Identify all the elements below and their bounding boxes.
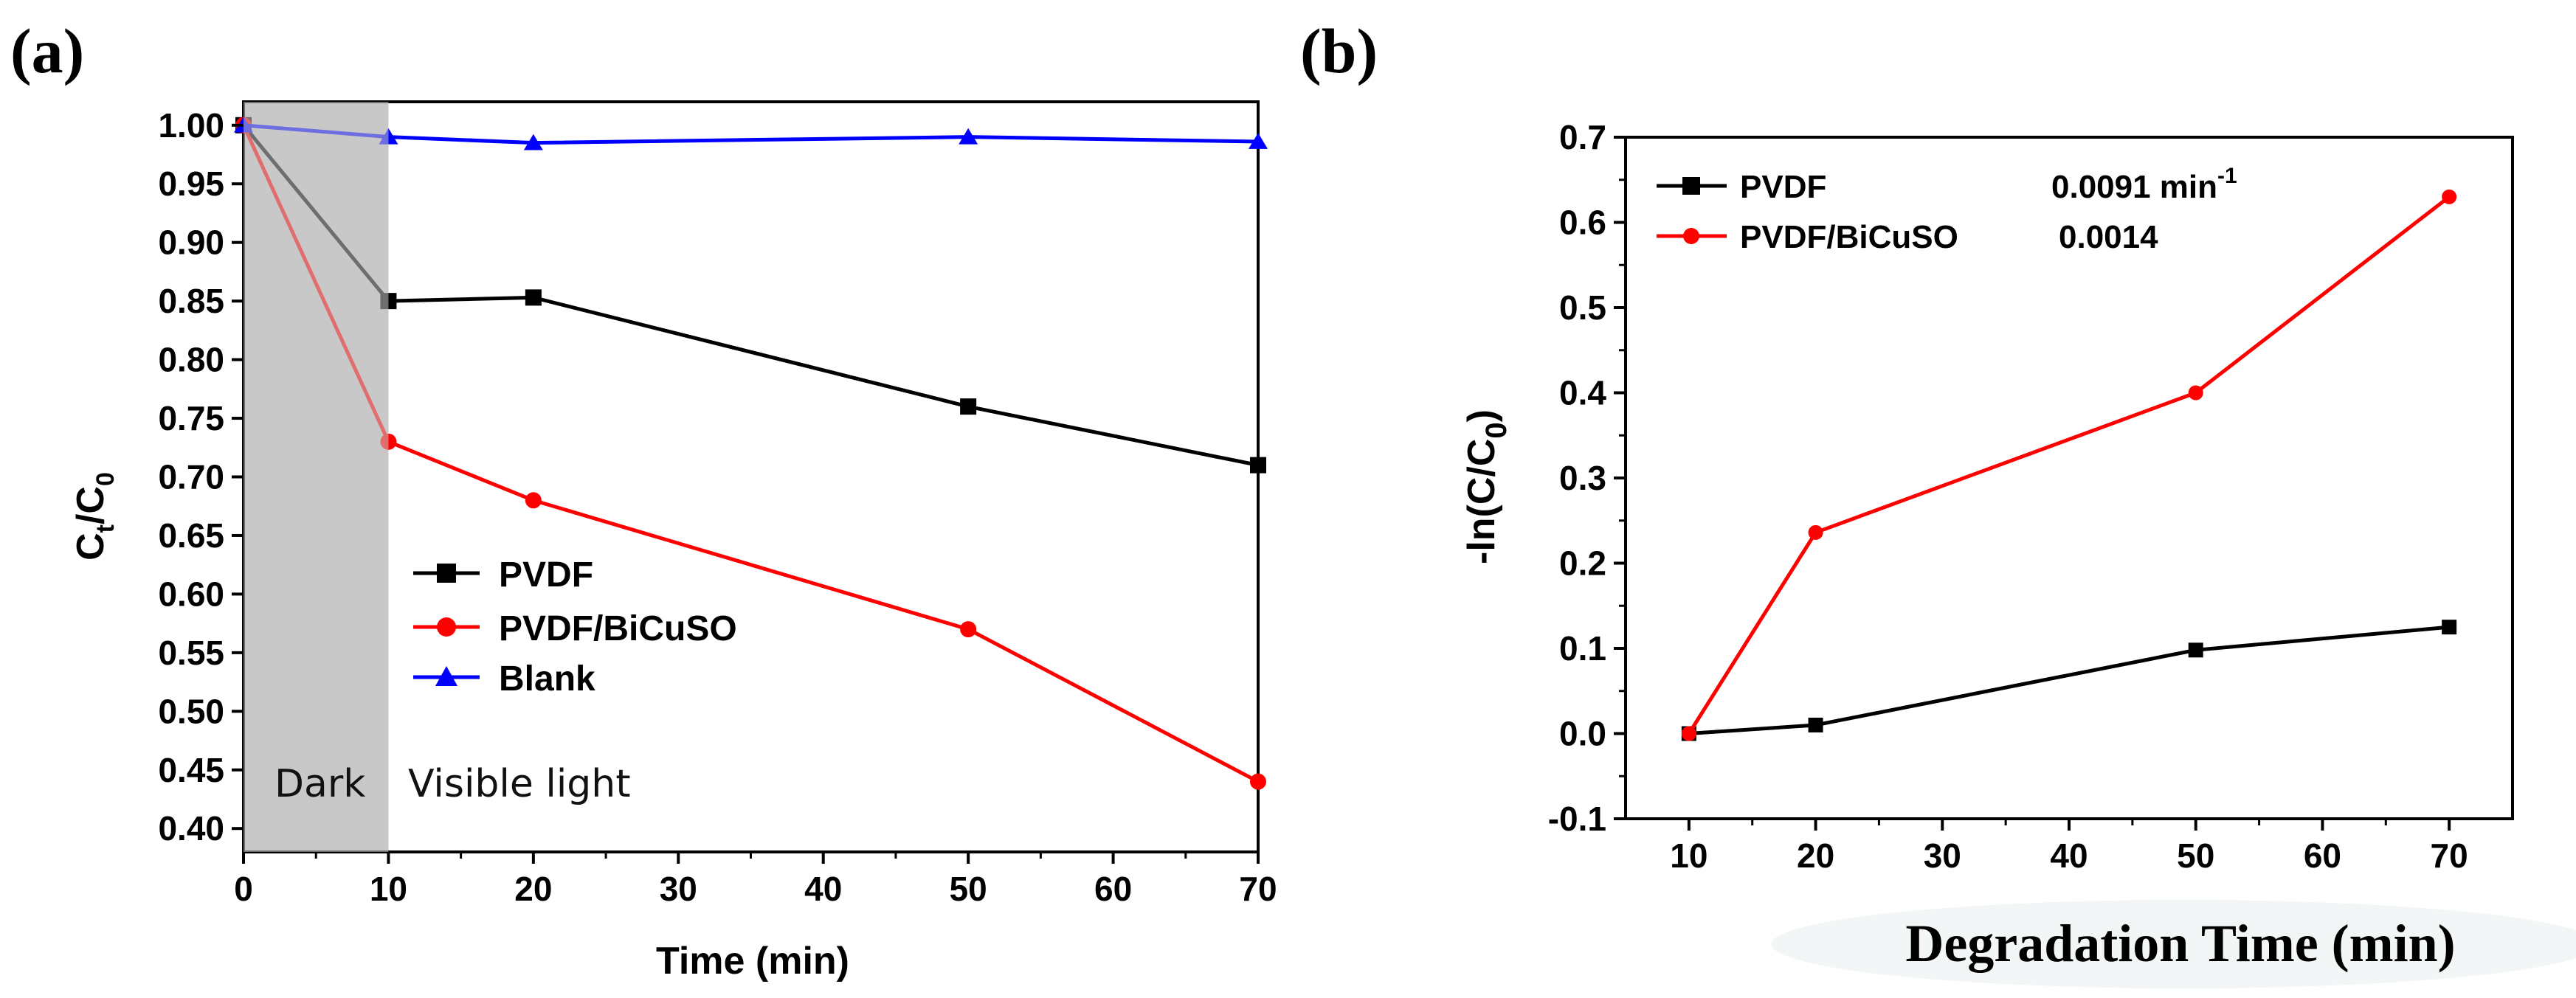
panel-b-series-group [1681, 189, 2457, 741]
data-point-pvdf [1250, 457, 1266, 474]
x-tick-label: 60 [1094, 870, 1132, 908]
legend-b-label-pvdf: PVDF [1740, 169, 1826, 205]
x-tick-label: 30 [660, 870, 697, 908]
panel-b-ticks-group: 10 20 30 40 50 60 70 -0.1 0.0 0.1 0.2 0.3 0.4 0.5 0.6 0… [1548, 118, 2468, 875]
y-tick-label: 0.5 [1559, 288, 1606, 327]
series-line-pvdf [1688, 625, 2450, 735]
x-tick-label: 30 [1924, 836, 1961, 875]
y-tick-label: 0.7 [1559, 118, 1606, 156]
legend-item-blank: Blank [413, 659, 595, 699]
y-tick-label: 0.65 [158, 516, 224, 555]
panel-b-label: (b) [1300, 15, 1378, 86]
data-point-pvdf-bicuso [1808, 524, 1823, 540]
dark-region-label: Dark [274, 762, 365, 806]
legend-b-label-pvdf-bicuso: PVDF/BiCuSO [1740, 219, 1958, 255]
x-tick-label: 20 [514, 870, 552, 908]
panel-b-y-axis-title: -ln(C/C0) [1460, 409, 1513, 564]
legend-label-pvdf-bicuso: PVDF/BiCuSO [499, 609, 737, 648]
legend-square-marker-icon [437, 564, 456, 583]
panel-a-series-group [234, 102, 1268, 852]
panel-a-plot-frame [242, 100, 1260, 853]
data-point-pvdf [960, 398, 977, 415]
x-tick-label: 40 [804, 870, 842, 908]
x-tick-label: 10 [370, 870, 407, 908]
panel-a-label: (a) [10, 15, 84, 86]
y-tick-label: 0.50 [158, 692, 224, 730]
x-tick-label: 40 [2050, 836, 2088, 875]
data-point-pvdf-bicuso [1250, 773, 1266, 790]
legend-label-pvdf: PVDF [499, 555, 593, 595]
y-tick-label: 0.45 [158, 751, 224, 789]
y-tick-label: 0.85 [158, 282, 224, 320]
legend-item-b-pvdf: PVDF 0.0091 min-1 [1657, 164, 2237, 205]
series-line-pvdf-bicuso [241, 124, 1260, 783]
y-tick-label: 0.95 [158, 164, 224, 203]
y-tick-label: 0.3 [1559, 459, 1606, 497]
y-tick-label: 0.75 [158, 399, 224, 437]
y-tick-label: -0.1 [1548, 800, 1606, 838]
y-tick-label: 0.4 [1559, 374, 1606, 412]
legend-circle-marker-icon [437, 617, 456, 637]
x-tick-label: 50 [2177, 836, 2214, 875]
panel-a-ticks-group: 0 10 20 30 40 50 60 70 0.40 0.45 0.50 0.55 0.60 0.65 0… [158, 106, 1277, 908]
legend-item-b-pvdf-bicuso: PVDF/BiCuSO 0.0014 [1657, 219, 2158, 255]
visible-light-region-label: Visible light [408, 762, 631, 806]
y-tick-label: 0.2 [1559, 544, 1606, 583]
panel-b-x-axis-title: Degradation Time (min) [1905, 914, 2455, 973]
data-point-pvdf-bicuso [960, 621, 977, 638]
x-tick-label: 60 [2304, 836, 2341, 875]
data-point-pvdf-bicuso [2188, 385, 2203, 401]
y-tick-label: 1.00 [158, 106, 224, 145]
panel-a-y-axis-title: Ct/C0 [69, 472, 120, 561]
data-point-blank [959, 128, 978, 145]
dark-region-overlay [244, 102, 389, 852]
x-tick-label: 70 [1239, 870, 1277, 908]
data-point-pvdf-bicuso [525, 492, 542, 509]
data-point-pvdf [2442, 620, 2457, 635]
y-tick-label: 0.0 [1559, 715, 1606, 753]
data-point-pvdf [525, 289, 542, 306]
legend-b-rate-pvdf-bicuso: 0.0014 [2059, 219, 2158, 255]
data-point-pvdf [1808, 717, 1823, 732]
x-title-background-shape [1771, 900, 2576, 988]
x-tick-label: 50 [950, 870, 987, 908]
y-tick-label: 0.70 [158, 458, 224, 496]
legend-triangle-marker-icon [435, 666, 457, 686]
panel-b-chart: (b) 10 20 30 40 50 60 70 -0.1 0.0 0.1 0.2 0.3 0.4 0.5… [1300, 15, 2576, 988]
x-tick-label: 70 [2431, 836, 2468, 875]
x-tick-label: 10 [1670, 836, 1707, 875]
y-tick-label: 0.90 [158, 223, 224, 262]
x-tick-label: 20 [1797, 836, 1834, 875]
data-point-pvdf [2188, 642, 2203, 658]
panel-b-legend: PVDF 0.0091 min-1 PVDF/BiCuSO 0.0014 [1657, 164, 2237, 255]
legend-item-pvdf: PVDF [413, 555, 593, 595]
y-tick-label: 0.60 [158, 575, 224, 613]
series-line-pvdf-bicuso [1687, 195, 2451, 735]
y-tick-label: 0.6 [1559, 204, 1606, 242]
legend-b-square-marker-icon [1682, 177, 1700, 195]
legend-b-circle-marker-icon [1683, 228, 1699, 244]
y-tick-label: 0.80 [158, 341, 224, 379]
data-point-pvdf-bicuso [1681, 726, 1696, 741]
data-point-blank [1249, 133, 1268, 149]
y-tick-label: 0.55 [158, 634, 224, 672]
panel-a-chart: (a) 0 10 20 30 40 50 60 700.400.450.500.550.600… [10, 15, 1277, 983]
series-line-blank [243, 123, 1259, 145]
y-tick-label: 0.1 [1559, 629, 1606, 668]
legend-b-rate-pvdf: 0.0091 min-1 [2051, 164, 2237, 205]
panel-a-x-axis-title: Time (min) [656, 940, 849, 983]
legend-label-blank: Blank [499, 659, 595, 699]
panel-a-legend: PVDF PVDF/BiCuSO Blank [413, 555, 737, 699]
legend-item-pvdf-bicuso: PVDF/BiCuSO [413, 609, 737, 648]
x-tick-label: 0 [234, 870, 253, 908]
data-point-blank [523, 134, 543, 150]
data-point-pvdf-bicuso [2442, 189, 2457, 204]
y-tick-label: 0.40 [158, 809, 224, 848]
